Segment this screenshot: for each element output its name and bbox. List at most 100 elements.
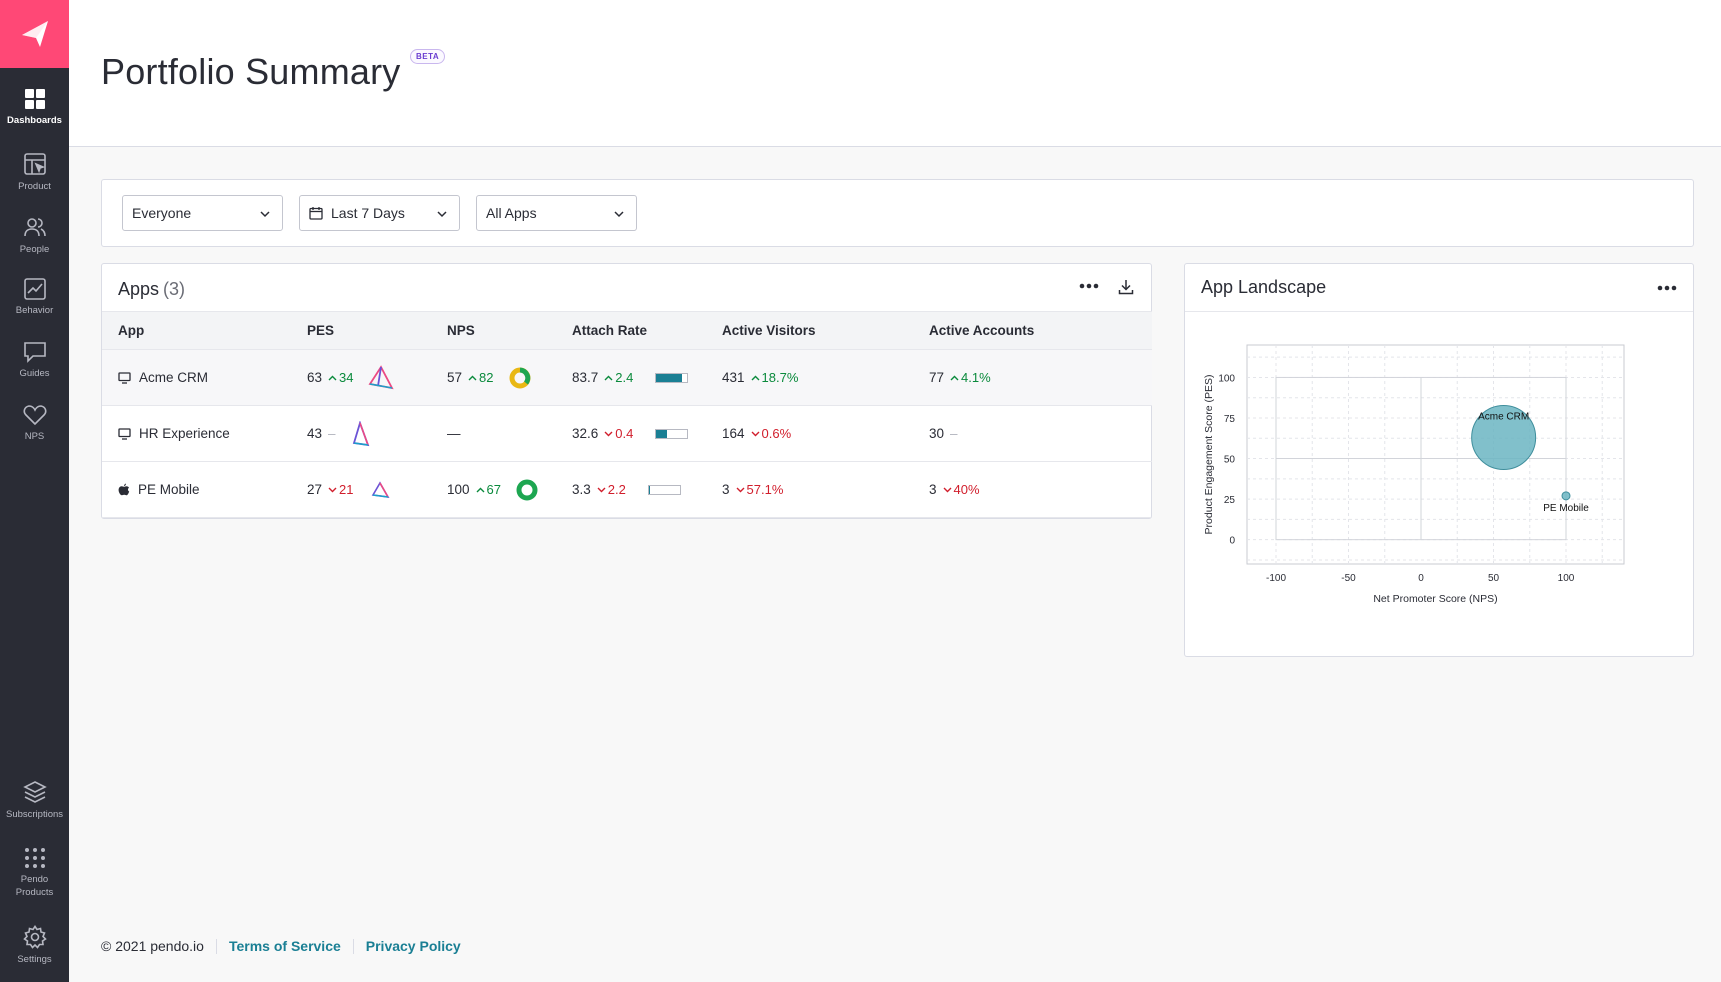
apps-title-text: Apps [118, 279, 160, 299]
col-header-nps[interactable]: NPS [447, 311, 572, 350]
col-header-active-accounts[interactable]: Active Accounts [929, 311, 1152, 350]
col-header-attach-rate[interactable]: Attach Rate [572, 311, 722, 350]
table-row[interactable]: Acme CRM 63 34 57 82 83.7 2.4 [102, 349, 1152, 406]
apps-value: All Apps [486, 205, 537, 221]
guide-icon [23, 342, 46, 363]
no-change-dash: – [950, 426, 958, 441]
filter-bar: Everyone Last 7 Days All Apps [101, 179, 1694, 247]
pes-value: 27 [307, 482, 323, 497]
app-landscape-chart: -100 -50 0 50 100 0 25 50 75 100 Net Promoter Scor… [1203, 344, 1625, 605]
nps-value: — [447, 426, 461, 441]
app-name[interactable]: Acme CRM [139, 370, 209, 385]
accounts-value: 77 [929, 370, 945, 385]
attach-rate-bar [655, 372, 689, 383]
arrow-down-icon [604, 431, 613, 436]
download-icon[interactable] [1118, 279, 1134, 295]
apps-table: App PES NPS Attach Rate Active Visitors … [102, 311, 1152, 518]
nav-label: Settings [17, 954, 52, 965]
nav-label: Pendo Products [15, 874, 54, 898]
attach-change-value: 2.2 [607, 482, 626, 497]
apps-dropdown[interactable]: All Apps [476, 195, 637, 231]
nps-change: 67 [476, 482, 501, 497]
page-header: Portfolio Summary BETA [69, 0, 1721, 147]
footer-divider [352, 938, 354, 954]
calendar-icon [309, 207, 323, 220]
apps-card-title: Apps (3) [118, 279, 185, 300]
nav-pendo-products[interactable]: Pendo Products [0, 847, 69, 899]
accounts-change-value: 40% [953, 482, 980, 497]
pes-change: 34 [328, 370, 354, 385]
sidebar: Dashboards Product People Behavior Guide… [0, 0, 69, 982]
table-row[interactable]: PE Mobile 27 21 100 67 3.3 2.2 [102, 461, 1152, 518]
desktop-icon [118, 427, 131, 440]
arrow-down-icon [328, 487, 337, 492]
date-range-dropdown[interactable]: Last 7 Days [299, 195, 460, 231]
apps-count: (3) [163, 279, 186, 299]
nav-guides[interactable]: Guides [0, 341, 69, 380]
visitors-change: 0.6% [751, 426, 792, 441]
nav-subscriptions[interactable]: Subscriptions [0, 780, 69, 821]
x-tick-label: 50 [1488, 573, 1500, 584]
segment-dropdown[interactable]: Everyone [122, 195, 283, 231]
more-options-icon[interactable] [1656, 284, 1678, 292]
attach-value: 83.7 [572, 370, 599, 385]
data-label: Acme CRM [1478, 411, 1529, 422]
arrow-up-icon [476, 487, 485, 492]
nps-change-value: 67 [486, 482, 501, 497]
dots-grid-icon [24, 848, 45, 868]
landscape-card-title: App Landscape [1201, 277, 1327, 297]
pendo-logo-icon [21, 21, 48, 47]
pes-change: 21 [328, 482, 354, 497]
date-range-value: Last 7 Days [331, 205, 405, 221]
x-tick-label: -100 [1266, 573, 1286, 584]
nav-nps[interactable]: NPS [0, 404, 69, 443]
terms-link[interactable]: Terms of Service [228, 938, 341, 954]
nav-dashboards[interactable]: Dashboards [0, 88, 69, 127]
app-name[interactable]: HR Experience [139, 426, 230, 441]
nps-change: 82 [468, 370, 494, 385]
more-options-icon[interactable] [1078, 282, 1100, 290]
nav-people[interactable]: People [0, 215, 69, 256]
data-label: PE Mobile [1543, 503, 1589, 514]
y-tick-label: 0 [1229, 536, 1235, 547]
pes-value: 63 [307, 370, 323, 385]
table-row[interactable]: HR Experience 43 – — 32.6 0.4 164 0. [102, 405, 1152, 462]
nps-change-value: 82 [479, 370, 494, 385]
plot-area [1246, 344, 1625, 565]
page-title: Portfolio Summary [101, 51, 401, 92]
arrow-up-icon [604, 375, 613, 380]
visitors-change: 18.7% [751, 370, 799, 385]
attach-change: 2.2 [597, 482, 626, 497]
attach-rate-bar [647, 484, 681, 495]
no-change-dash: – [328, 426, 336, 441]
col-header-active-visitors[interactable]: Active Visitors [722, 311, 929, 350]
attach-rate-bar [655, 428, 689, 439]
visitors-change-value: 0.6% [761, 426, 792, 441]
gear-icon [22, 925, 47, 949]
nav-product[interactable]: Product [0, 152, 69, 193]
app-name[interactable]: PE Mobile [138, 482, 200, 497]
x-tick-label: 0 [1418, 573, 1424, 584]
nav-label: NPS [24, 431, 45, 442]
col-header-pes[interactable]: PES [307, 311, 447, 350]
col-header-app[interactable]: App [102, 311, 307, 350]
pes-value: 43 [307, 426, 323, 441]
attach-value: 32.6 [572, 426, 599, 441]
privacy-link[interactable]: Privacy Policy [365, 938, 461, 954]
layers-icon [22, 781, 47, 803]
nav-label: Subscriptions [5, 809, 64, 820]
chart-icon [23, 278, 46, 300]
nav-behavior[interactable]: Behavior [0, 278, 69, 317]
visitors-change-value: 18.7% [761, 370, 799, 385]
visitors-value: 164 [722, 426, 745, 441]
accounts-value: 30 [929, 426, 945, 441]
data-point [1471, 404, 1537, 470]
visitors-value: 3 [722, 482, 730, 497]
y-tick-label: 50 [1224, 455, 1236, 466]
segment-value: Everyone [132, 205, 192, 221]
people-icon [23, 218, 46, 237]
pendo-logo[interactable] [0, 0, 69, 68]
apple-icon [118, 483, 130, 496]
nav-settings[interactable]: Settings [0, 925, 69, 966]
grid-icon [24, 89, 45, 109]
